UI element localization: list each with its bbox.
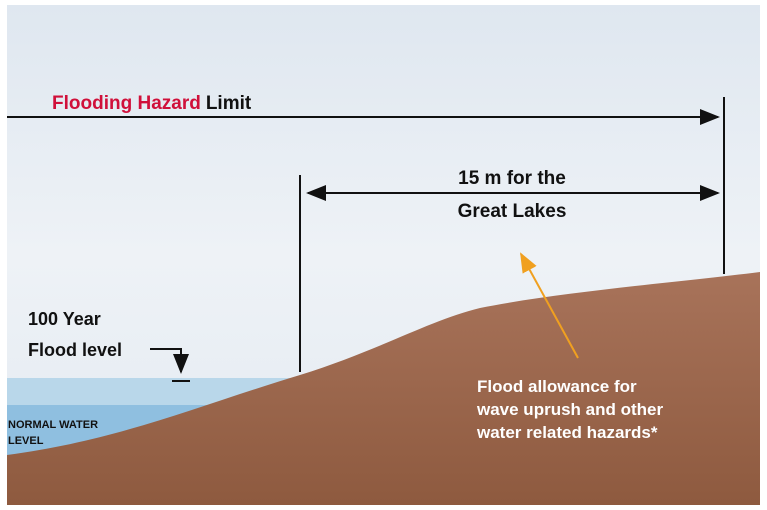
- normal-water-label: LEVEL: [8, 435, 44, 447]
- title-highlight: Flooding Hazard: [52, 93, 201, 114]
- flood-level-label: Flood level: [28, 340, 122, 360]
- normal-water-label: NORMAL WATER: [8, 419, 98, 431]
- diagram: Flooding HazardLimit 15 m for the Great …: [0, 0, 767, 510]
- setback-label: Great Lakes: [458, 201, 567, 222]
- flood-level-label: 100 Year: [28, 309, 101, 329]
- allowance-label: water related hazards*: [476, 423, 658, 442]
- title-rest: Limit: [206, 93, 252, 114]
- allowance-label: wave uprush and other: [476, 400, 663, 419]
- setback-label: 15 m for the: [458, 168, 566, 189]
- allowance-label: Flood allowance for: [477, 377, 637, 396]
